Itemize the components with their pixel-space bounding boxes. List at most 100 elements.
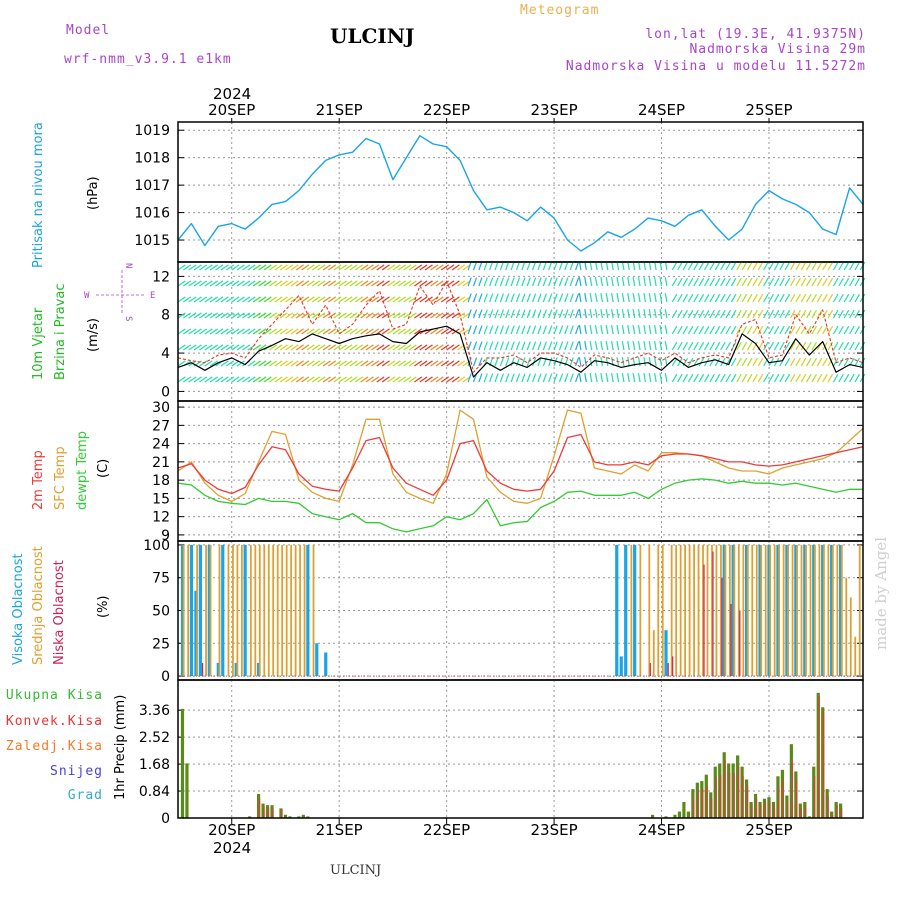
cloud-tick-label: 0 bbox=[161, 669, 170, 685]
cloud-mid-bar bbox=[796, 544, 798, 677]
cloud-mid-bar bbox=[849, 597, 852, 677]
wind-arrow bbox=[643, 341, 647, 351]
top-date-label: 24SEP bbox=[638, 101, 685, 119]
wind-arrow bbox=[709, 293, 715, 303]
wind-arrow bbox=[403, 296, 412, 303]
wind-arrow bbox=[285, 344, 294, 351]
cloud-high-bar bbox=[243, 544, 247, 677]
wind-arrow bbox=[616, 293, 620, 303]
cloud-mid-bar bbox=[711, 544, 713, 677]
wind-arrow bbox=[430, 344, 439, 351]
wind-arrow bbox=[419, 264, 428, 271]
cloud-high-bar bbox=[180, 544, 185, 677]
wind-arrow bbox=[236, 344, 245, 351]
wind-arrow bbox=[258, 344, 267, 351]
wind-arrow bbox=[290, 264, 299, 271]
bottom-date-label: 23SEP bbox=[531, 821, 578, 839]
wind-arrow bbox=[199, 328, 208, 335]
cloud-mid-bar bbox=[746, 544, 749, 677]
wind-arrow bbox=[664, 341, 668, 351]
wind-arrow bbox=[333, 264, 342, 271]
wind-arrow bbox=[220, 360, 229, 367]
wind-arrow bbox=[714, 357, 721, 367]
wind-arrow bbox=[784, 373, 791, 383]
wind-arrow bbox=[605, 373, 609, 383]
wind-arrow bbox=[659, 341, 663, 351]
wind-arrow bbox=[730, 309, 737, 319]
wind-arrow bbox=[440, 344, 449, 351]
cloud-low-bar bbox=[739, 610, 741, 677]
precip-tick-label: 3.36 bbox=[139, 703, 170, 719]
wind-arrow bbox=[268, 360, 278, 367]
wind-arrow bbox=[811, 261, 817, 271]
wind-arrow bbox=[317, 264, 326, 271]
precip-conv-bar bbox=[702, 789, 704, 818]
wind-arrow bbox=[183, 296, 192, 303]
wind-arrow bbox=[285, 296, 294, 303]
wind-arrow bbox=[462, 296, 471, 303]
wind-arrow bbox=[231, 296, 240, 303]
wind-arrow bbox=[489, 373, 494, 383]
wind-ylabel-2: Brzina i Pravac bbox=[53, 283, 68, 380]
wind-arrow bbox=[664, 309, 668, 319]
cloud-high-bar bbox=[216, 662, 220, 677]
panels: 1019101810171016101512840302724211815129… bbox=[134, 121, 866, 827]
wind-arrow bbox=[333, 376, 342, 383]
wind-arrow bbox=[408, 280, 417, 287]
wind-arrow bbox=[231, 376, 240, 383]
wind-arrow bbox=[693, 341, 699, 351]
wind-arrow bbox=[730, 261, 737, 271]
wind-arrow bbox=[306, 312, 315, 319]
wind-arrow bbox=[736, 357, 742, 367]
wind-arrow bbox=[736, 277, 742, 287]
precip-total-bar bbox=[677, 811, 682, 818]
wind-arrow bbox=[811, 357, 817, 367]
wind-arrow bbox=[521, 357, 526, 367]
wind-arrow bbox=[569, 373, 574, 383]
wind-arrow bbox=[687, 293, 694, 303]
wind-arrow bbox=[671, 341, 678, 351]
precip-total-bar bbox=[248, 816, 252, 818]
wind-arrow bbox=[827, 325, 834, 335]
wind-arrow bbox=[505, 277, 510, 287]
wind-arrow bbox=[268, 376, 278, 383]
wind-arrow bbox=[795, 293, 801, 303]
wind-arrow bbox=[637, 293, 641, 303]
wind-arrow bbox=[226, 280, 235, 287]
wind-arrow bbox=[510, 325, 515, 335]
temp-tick-label: 24 bbox=[152, 437, 170, 453]
wind-arrow bbox=[494, 357, 499, 367]
wind-arrow bbox=[397, 312, 406, 319]
wind-arrow bbox=[505, 373, 510, 383]
wind-arrow bbox=[268, 312, 278, 319]
wind-arrow bbox=[621, 341, 625, 351]
pressure-tick-label: 1016 bbox=[134, 206, 170, 222]
cloud-mid-bar bbox=[227, 544, 230, 677]
precip-conv-bar bbox=[827, 795, 829, 818]
wind-arrow bbox=[371, 376, 380, 383]
cloud-high-bar bbox=[830, 544, 834, 677]
precip-total-bar bbox=[740, 766, 744, 818]
precip-conv-bar bbox=[733, 773, 735, 818]
wind-arrow bbox=[838, 261, 844, 271]
wind-arrow bbox=[258, 296, 267, 303]
wind-arrow bbox=[354, 328, 364, 335]
wind-arrow bbox=[376, 280, 385, 287]
precip-conv-bar bbox=[746, 785, 749, 818]
precip-conv-bar bbox=[836, 805, 838, 818]
wind-arrow bbox=[627, 373, 630, 383]
wind-arrow bbox=[338, 280, 347, 287]
wind-arrow bbox=[274, 376, 283, 383]
pressure-frame bbox=[177, 121, 864, 263]
wind-arrow bbox=[789, 373, 796, 383]
wind-arrow bbox=[322, 344, 331, 351]
wind-arrow bbox=[800, 373, 807, 383]
wind-arrow bbox=[687, 309, 694, 319]
wind-arrow bbox=[816, 277, 823, 287]
wind-arrow bbox=[188, 344, 197, 351]
wind-arrow bbox=[779, 277, 785, 287]
wind-arrow bbox=[838, 277, 844, 287]
cloud-mid-bar bbox=[218, 544, 221, 677]
wind-arrow bbox=[578, 309, 582, 319]
wind-arrow bbox=[515, 309, 521, 319]
